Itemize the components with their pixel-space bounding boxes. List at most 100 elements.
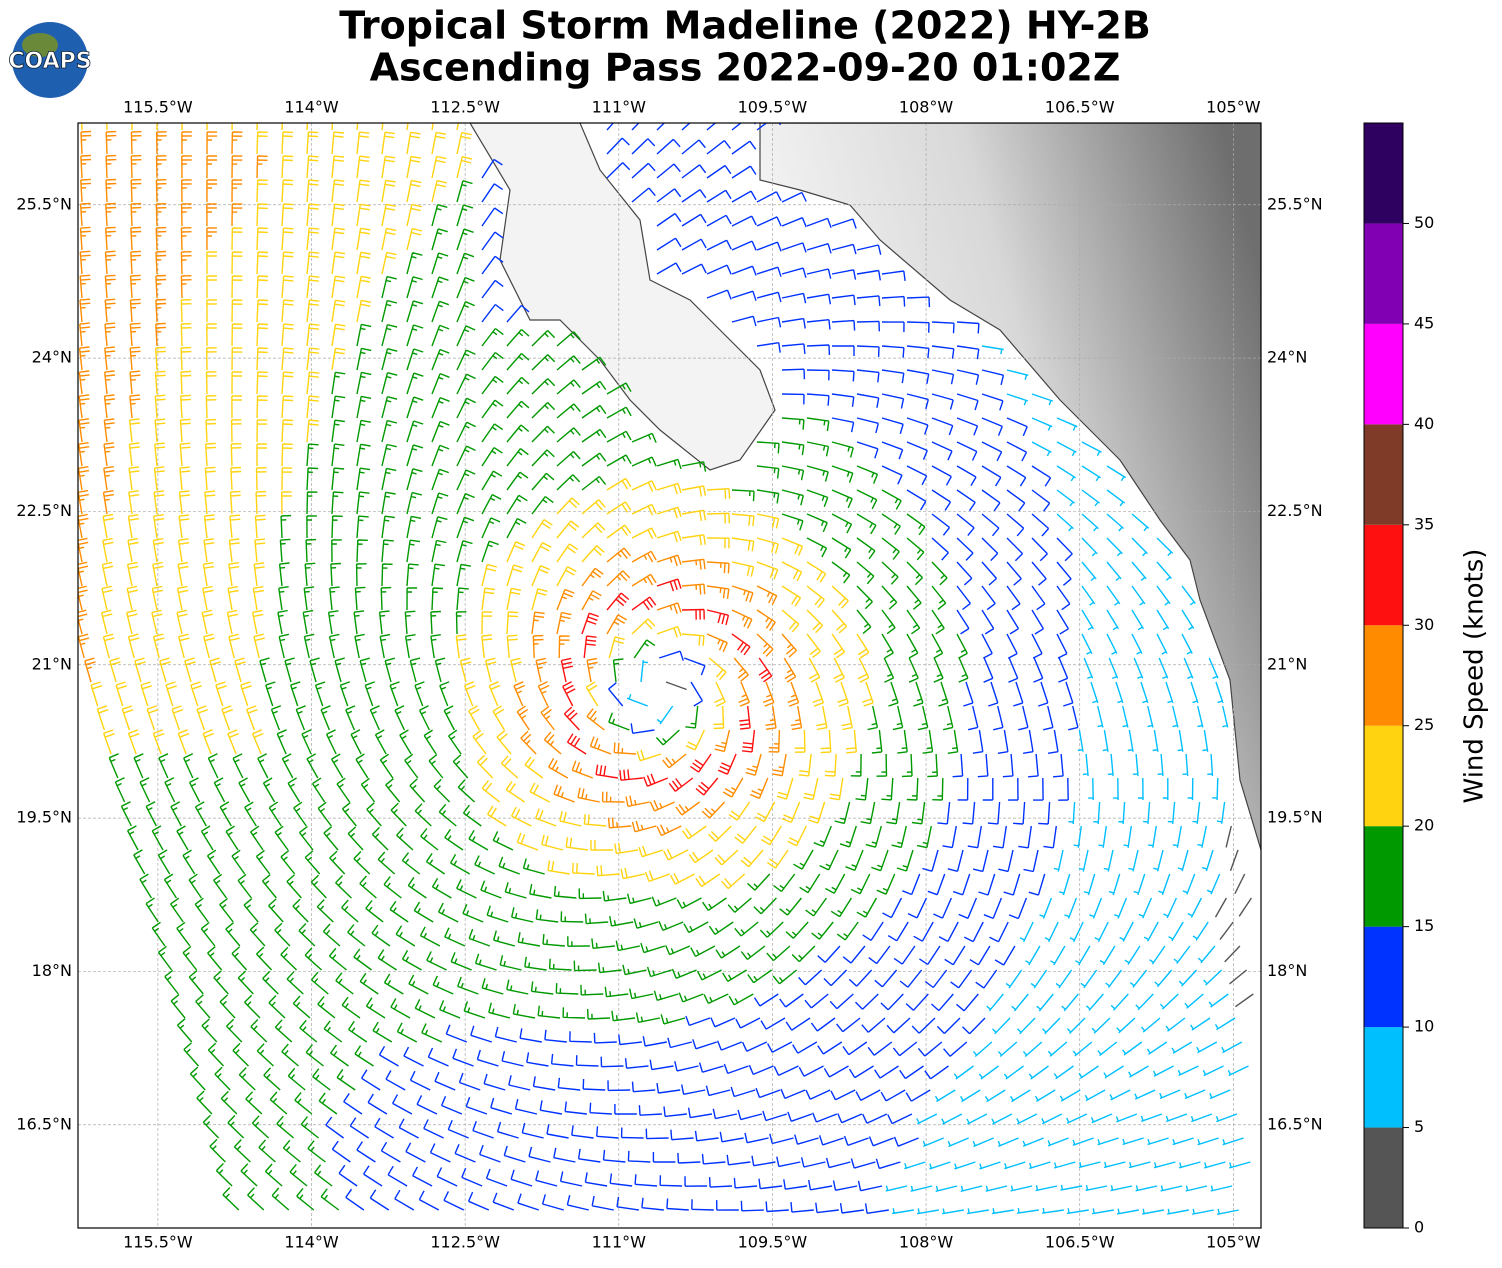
wind-barb	[1056, 609, 1069, 635]
wind-barb	[1011, 993, 1029, 1012]
wind-barb	[228, 538, 240, 563]
wind-barb	[329, 586, 340, 611]
wind-barb	[1135, 993, 1154, 1011]
wind-barb	[1127, 729, 1134, 752]
wind-barb	[155, 298, 167, 323]
wind-barb	[431, 276, 449, 299]
wind-barb	[535, 1170, 558, 1187]
wind-barb	[601, 791, 625, 803]
wind-barb	[240, 681, 252, 707]
wind-barb	[659, 1175, 683, 1187]
wind-barb	[911, 801, 926, 825]
wind-barb	[496, 730, 512, 755]
wind-barb	[558, 635, 570, 659]
wind-barb	[80, 154, 92, 179]
wind-barb	[431, 348, 450, 371]
x-tick-label: 108°W	[899, 1233, 954, 1252]
wind-barb	[766, 849, 789, 869]
wind-barb	[209, 1138, 226, 1163]
wind-barb	[258, 1139, 276, 1163]
wind-barb	[281, 467, 293, 491]
wind-barb	[891, 825, 907, 849]
wind-barb	[306, 753, 319, 779]
wind-barb	[607, 1080, 631, 1092]
wind-barb	[1056, 489, 1076, 507]
wind-barb	[832, 1180, 858, 1191]
wind-barb	[130, 226, 142, 251]
wind-barb	[1063, 681, 1074, 707]
wind-barb	[305, 1044, 324, 1067]
wind-barb	[681, 509, 707, 522]
wind-barb	[1214, 897, 1228, 918]
wind-barb	[806, 293, 832, 305]
wind-barb	[1047, 729, 1059, 754]
wind-barb	[681, 139, 706, 155]
wind-barb	[449, 853, 471, 875]
wind-barb	[553, 784, 575, 803]
wind-barb	[183, 1042, 200, 1067]
wind-barb	[227, 585, 239, 611]
wind-barb	[306, 155, 319, 179]
wind-barb	[856, 244, 882, 255]
wind-barb	[381, 179, 396, 203]
wind-barb	[104, 298, 116, 323]
wind-barb	[330, 753, 344, 779]
wind-barb	[548, 758, 569, 779]
wind-barb	[687, 1107, 713, 1119]
wind-barb	[602, 1149, 626, 1163]
wind-barb	[708, 921, 734, 935]
wind-barb	[1080, 969, 1098, 989]
wind-barb	[331, 323, 346, 347]
wind-barb	[1113, 777, 1119, 801]
wind-barb	[564, 1101, 587, 1115]
wind-barb	[1059, 1089, 1081, 1102]
wind-barb	[944, 945, 966, 966]
wind-barb	[481, 231, 504, 251]
wind-barb	[578, 888, 602, 900]
wind-barb	[876, 753, 888, 777]
wind-barb	[638, 1105, 662, 1116]
wind-barb	[356, 275, 372, 299]
wind-barb	[868, 1136, 894, 1147]
wind-barb	[756, 633, 774, 657]
wind-barb	[365, 900, 384, 923]
wind-barb	[1196, 1041, 1218, 1054]
wind-barb	[855, 777, 869, 801]
wind-barb	[1077, 729, 1084, 752]
wind-barb	[457, 779, 476, 803]
wind-barb	[306, 131, 319, 155]
wind-barb	[656, 554, 682, 567]
wind-barb	[721, 873, 746, 890]
wind-barb	[374, 729, 387, 755]
wind-barb	[281, 1043, 299, 1067]
wind-barb	[483, 1073, 506, 1091]
wind-barb	[798, 753, 812, 777]
wind-barb	[281, 227, 294, 251]
wind-barb	[931, 489, 952, 511]
wind-barb	[1154, 969, 1173, 988]
wind-barb	[336, 1068, 356, 1091]
wind-barb	[660, 1014, 686, 1025]
colorbar-frame	[1363, 122, 1404, 1229]
wind-barb	[1158, 657, 1169, 680]
wind-barb	[179, 466, 191, 491]
wind-barb	[304, 947, 323, 971]
wind-barb	[276, 729, 287, 755]
wind-barb	[1134, 1089, 1156, 1100]
wind-barb	[614, 1104, 637, 1115]
wind-barb	[391, 1094, 413, 1115]
wind-barb	[1128, 1161, 1151, 1169]
wind-barb	[312, 1068, 331, 1091]
wind-barb	[553, 1147, 576, 1163]
wind-barb	[806, 489, 829, 508]
wind-barb	[129, 346, 141, 371]
wind-barb	[103, 442, 115, 467]
wind-barb	[640, 660, 649, 683]
wind-barb	[281, 491, 292, 515]
wind-barb	[906, 465, 928, 486]
wind-barb	[957, 777, 969, 801]
wind-barb	[1059, 873, 1071, 896]
wind-barb	[954, 1161, 976, 1170]
wind-barb	[1114, 897, 1128, 919]
wind-barb	[356, 323, 372, 347]
